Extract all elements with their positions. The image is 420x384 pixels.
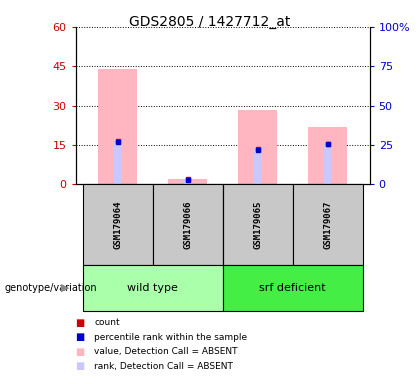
Text: ■: ■: [76, 332, 85, 342]
Bar: [223, 184, 293, 265]
Text: value, Detection Call = ABSENT: value, Detection Call = ABSENT: [94, 347, 238, 356]
Bar: [168, 179, 207, 184]
Text: GSM179064: GSM179064: [113, 200, 122, 249]
Text: ■: ■: [76, 347, 85, 357]
Bar: [293, 184, 362, 265]
Text: srf deficient: srf deficient: [259, 283, 326, 293]
Bar: [254, 149, 261, 184]
Text: ▶: ▶: [61, 283, 69, 293]
Text: genotype/variation: genotype/variation: [4, 283, 97, 293]
Bar: [98, 69, 137, 184]
Bar: [223, 265, 362, 311]
Bar: [184, 179, 191, 184]
Bar: [308, 127, 347, 184]
Bar: [239, 109, 277, 184]
Bar: [324, 143, 331, 184]
Text: GSM179067: GSM179067: [323, 200, 332, 249]
Text: wild type: wild type: [127, 283, 178, 293]
Text: GDS2805 / 1427712_at: GDS2805 / 1427712_at: [129, 15, 291, 29]
Text: GSM179066: GSM179066: [183, 200, 192, 249]
Text: rank, Detection Call = ABSENT: rank, Detection Call = ABSENT: [94, 362, 234, 371]
Bar: [152, 184, 223, 265]
Text: percentile rank within the sample: percentile rank within the sample: [94, 333, 248, 342]
Bar: [114, 142, 121, 184]
Bar: [83, 184, 152, 265]
Text: ■: ■: [76, 318, 85, 328]
Text: count: count: [94, 318, 120, 327]
Text: GSM179065: GSM179065: [253, 200, 262, 249]
Text: ■: ■: [76, 361, 85, 371]
Bar: [83, 265, 223, 311]
